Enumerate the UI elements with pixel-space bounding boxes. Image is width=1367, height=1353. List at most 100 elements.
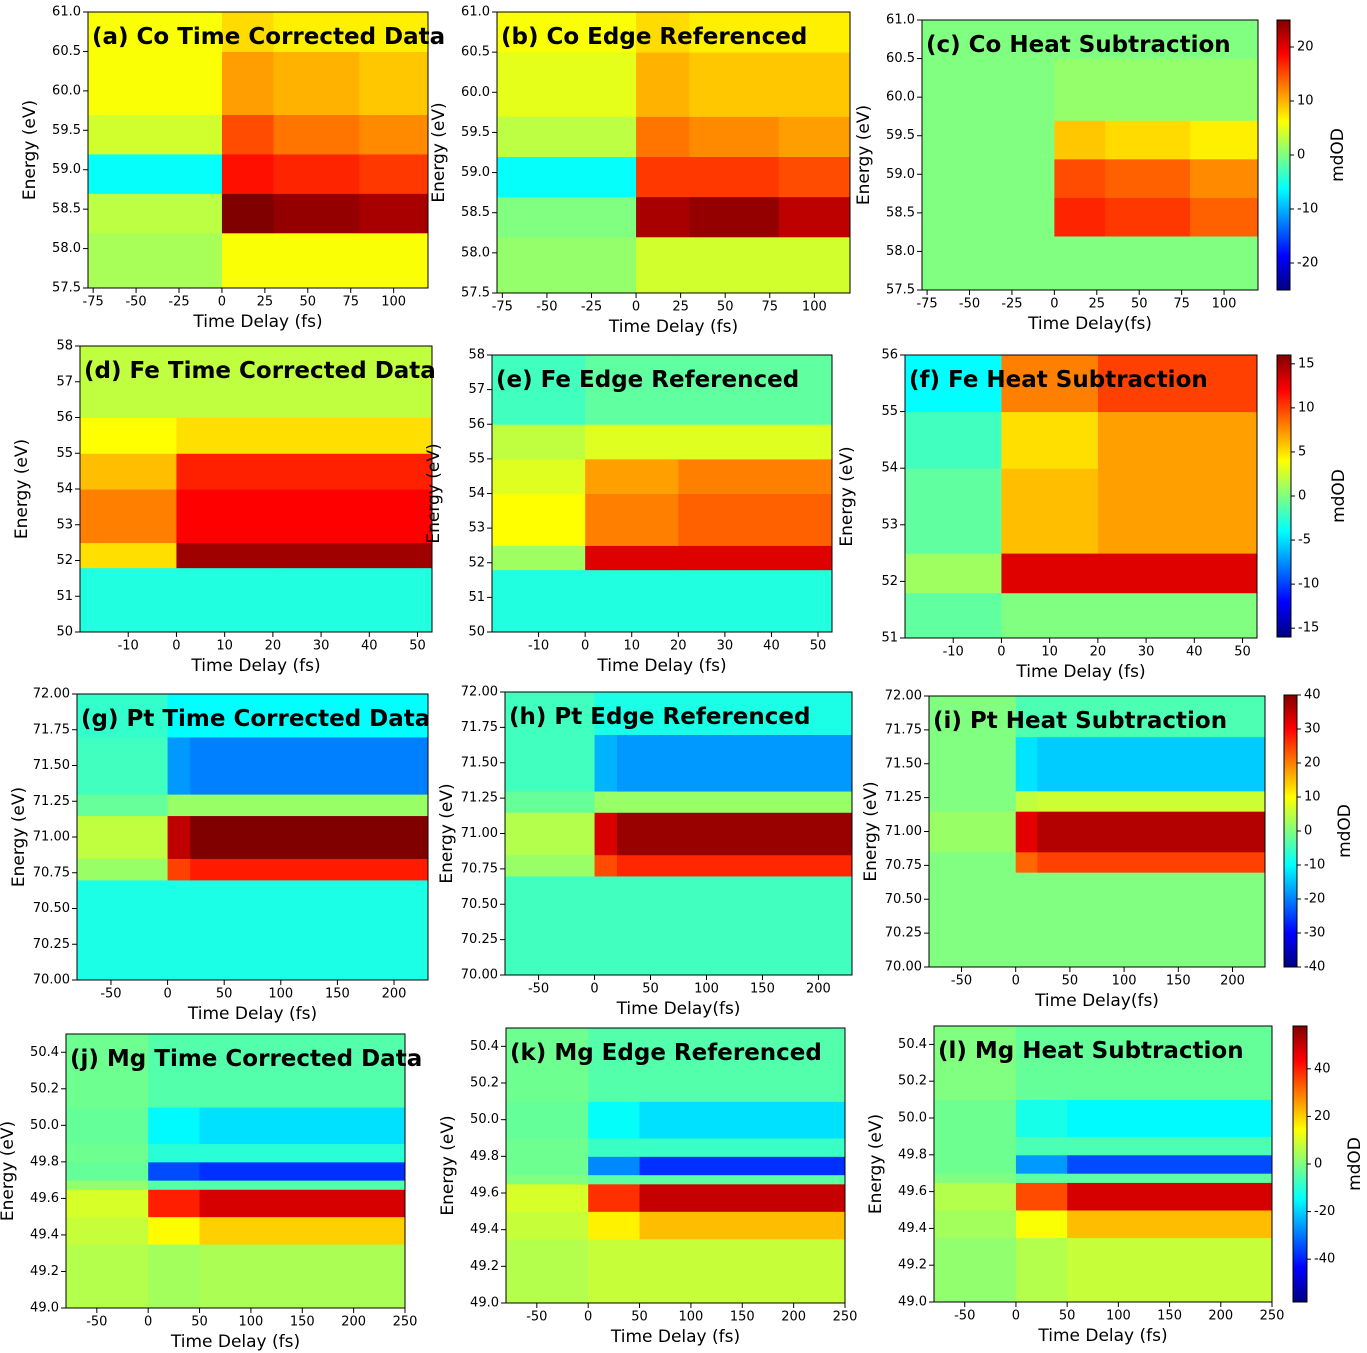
heatmap-cell: [497, 52, 637, 117]
y-tick-label: 57.5: [886, 283, 915, 298]
x-axis-label: Time Delay (fs): [610, 1327, 740, 1347]
x-axis-label: Time Delay (fs): [608, 317, 738, 337]
y-tick-label: 49.2: [898, 1258, 927, 1273]
heatmap-cell: [505, 854, 596, 877]
y-tick-label: 53: [468, 521, 485, 536]
heatmap-cell: [66, 1034, 149, 1108]
heatmap-cell: [689, 156, 780, 198]
x-tick-label: -10: [943, 645, 964, 660]
x-tick-label: 75: [761, 300, 778, 315]
x-tick-label: -25: [581, 300, 602, 315]
colorbar-tick-label: -5: [1298, 533, 1311, 548]
heatmap-cell: [506, 1138, 589, 1157]
heatmap-cell: [1067, 1173, 1273, 1183]
heatmap-cell: [929, 736, 1017, 792]
y-axis-label: Energy (eV): [861, 781, 881, 881]
heatmap-cell: [1015, 736, 1038, 792]
heatmap-cell: [616, 854, 853, 877]
x-tick-label: 0: [590, 982, 598, 997]
heatmap-cell: [639, 1028, 846, 1102]
heatmap-cell: [689, 236, 780, 294]
heatmap-cell: [678, 545, 833, 571]
y-tick-label: 60.0: [886, 90, 915, 105]
heatmap-cell: [167, 858, 191, 881]
heatmap-cell: [929, 851, 1017, 873]
heatmap-cell: [505, 791, 596, 813]
colorbar-tick-label: -10: [1297, 202, 1318, 217]
x-tick-label: 200: [382, 987, 407, 1002]
x-tick-label: 40: [361, 639, 378, 654]
y-tick-label: 59.5: [52, 123, 81, 138]
heatmap-cell: [492, 569, 586, 633]
y-tick-label: 49.6: [470, 1186, 499, 1201]
x-axis-label: Time Delay (fs): [1037, 1326, 1167, 1346]
heatmap-cell: [905, 592, 1002, 639]
heatmap-cell: [88, 114, 223, 155]
y-tick-label: 70.00: [885, 960, 922, 975]
heatmap-cell: [1037, 851, 1266, 873]
y-tick-label: 60.5: [461, 45, 490, 60]
x-tick-label: 50: [717, 300, 734, 315]
y-tick-label: 71.50: [33, 758, 70, 773]
heatmap-cell: [492, 458, 586, 494]
x-tick-label: 100: [1112, 974, 1137, 989]
heatmap-cell: [1190, 20, 1259, 60]
heatmap-cell: [905, 553, 1002, 594]
x-tick-label: -75: [492, 300, 513, 315]
heatmap-cell: [273, 153, 360, 194]
y-axis-label: Energy (eV): [424, 443, 444, 543]
heatmap-cell: [497, 196, 637, 238]
y-tick-label: 49.4: [898, 1221, 927, 1236]
heatmap-cell: [1105, 120, 1191, 160]
heatmap-cell: [1097, 468, 1258, 554]
heatmap-cell: [922, 158, 1055, 198]
heatmap-cell: [1015, 1182, 1068, 1211]
heatmap-cell: [1067, 1026, 1273, 1101]
heatmap-cell: [639, 1101, 846, 1139]
y-tick-label: 58.5: [52, 202, 81, 217]
y-tick-label: 49.4: [470, 1222, 499, 1237]
heatmap-cell: [221, 51, 274, 116]
heatmap-cell: [639, 1211, 846, 1240]
y-tick-label: 71.25: [885, 790, 922, 805]
heatmap-cell: [272, 542, 433, 569]
x-tick-label: 10: [1041, 645, 1058, 660]
heatmap-cell: [273, 12, 360, 52]
y-tick-label: 71.50: [885, 756, 922, 771]
y-tick-label: 71.75: [33, 722, 70, 737]
y-tick-label: 51: [468, 590, 485, 605]
y-tick-label: 56: [56, 410, 73, 425]
y-axis-label: Energy (eV): [437, 783, 457, 883]
heatmap-cell: [80, 417, 177, 454]
heatmap-cell: [66, 1143, 149, 1163]
heatmap-cell: [190, 694, 429, 738]
y-tick-label: 59.0: [886, 167, 915, 182]
y-tick-label: 50: [56, 625, 73, 640]
y-tick-label: 55: [56, 446, 73, 461]
y-tick-label: 58: [56, 339, 73, 354]
x-axis-label: Time Delay (fs): [170, 1332, 300, 1352]
y-tick-label: 49.4: [30, 1227, 59, 1242]
chart-title: (a) Co Time Corrected Data: [92, 24, 445, 50]
heatmap-cell: [66, 1107, 149, 1145]
heatmap-cell: [929, 696, 1017, 738]
x-tick-label: 250: [833, 1310, 858, 1325]
heatmap-cell: [77, 879, 169, 981]
y-tick-label: 58.0: [886, 244, 915, 259]
heatmap-cell: [778, 156, 851, 198]
x-tick-label: -50: [954, 1309, 975, 1324]
heatmap-cell: [88, 193, 223, 234]
heatmap-cell: [616, 734, 853, 792]
heatmap-cell: [77, 694, 169, 738]
heatmap-cell: [588, 1183, 641, 1212]
heatmap-cell: [88, 232, 223, 289]
heatmap-cell: [66, 1180, 149, 1190]
y-tick-label: 49.0: [30, 1301, 59, 1316]
heatmap-cell: [1015, 1173, 1068, 1183]
heatmap-cell: [636, 12, 691, 53]
x-tick-label: 150: [1157, 1309, 1182, 1324]
y-tick-label: 71.25: [461, 791, 498, 806]
heatmap-cell: [678, 458, 833, 494]
heatmap-cell: [636, 52, 691, 117]
